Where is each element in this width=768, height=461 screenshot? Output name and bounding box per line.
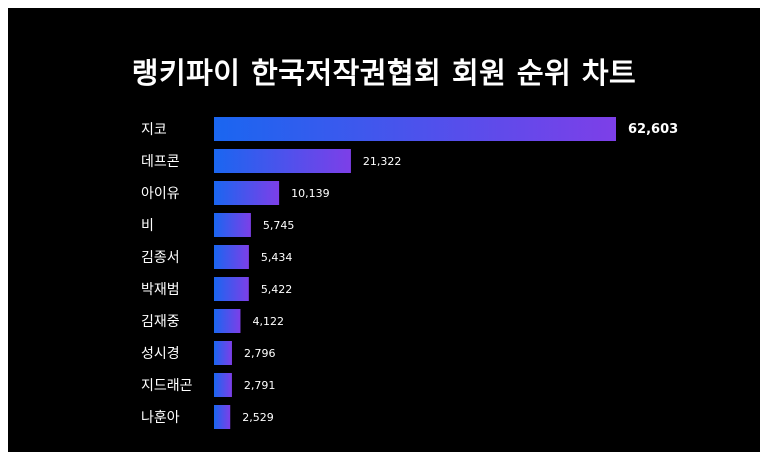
value-label: 2,796 xyxy=(244,347,276,360)
bar xyxy=(214,245,249,269)
category-label: 김종서 xyxy=(141,250,180,266)
bar xyxy=(214,373,232,397)
category-label: 성시경 xyxy=(141,346,180,362)
bar xyxy=(214,181,280,205)
value-label: 5,745 xyxy=(263,219,295,232)
value-label: 5,434 xyxy=(261,251,293,264)
category-label: 김재중 xyxy=(141,314,180,330)
value-label: 5,422 xyxy=(261,283,293,296)
bar-chart: 지코 62,603 데프콘 21,322 아이유 10,139 비 5,745 김종서 5,434… xyxy=(141,117,678,429)
bar xyxy=(214,405,231,429)
bar xyxy=(214,341,232,365)
chart-title: 랭키파이 한국저작권협회 회원 순위 차트 xyxy=(131,56,637,90)
bar xyxy=(214,309,241,333)
category-label: 박재범 xyxy=(141,282,180,298)
value-label: 62,603 xyxy=(628,122,678,137)
category-label: 비 xyxy=(141,218,154,234)
value-label: 21,322 xyxy=(363,155,402,168)
value-label: 2,529 xyxy=(242,411,273,424)
bar xyxy=(214,149,351,173)
bar xyxy=(214,213,251,237)
category-label: 아이유 xyxy=(141,186,180,202)
bar xyxy=(214,277,249,301)
chart-frame: 랭키파이 한국저작권협회 회원 순위 차트 지코 62,603 데프콘 21,322 아… xyxy=(8,8,760,452)
value-label: 4,122 xyxy=(252,315,284,328)
value-label: 10,139 xyxy=(291,187,330,200)
category-label: 데프콘 xyxy=(141,154,180,170)
category-label: 나훈아 xyxy=(141,410,180,426)
value-label: 2,791 xyxy=(244,379,276,392)
category-label: 지드래곤 xyxy=(141,378,193,394)
bar xyxy=(214,117,616,141)
category-label: 지코 xyxy=(141,122,167,138)
